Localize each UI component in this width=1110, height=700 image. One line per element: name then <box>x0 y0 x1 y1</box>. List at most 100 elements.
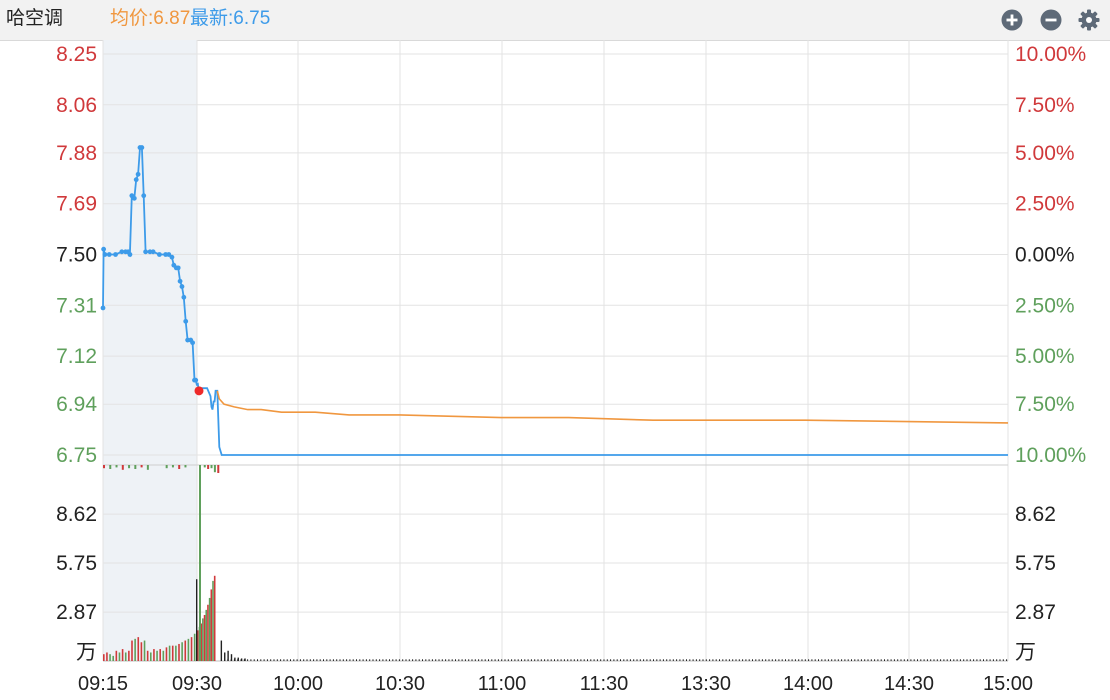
volume-bar <box>362 659 364 661</box>
volume-bar <box>973 659 975 661</box>
volume-bar <box>115 650 118 661</box>
price-tick-label: 7.69 <box>56 193 97 216</box>
volume-bar <box>745 659 747 661</box>
volume-bar <box>966 659 968 661</box>
chart-header: 哈空调 均价:6.87 最新:6.75 <box>0 0 1110 41</box>
volume-bar <box>140 642 143 661</box>
volume-bar <box>210 589 213 661</box>
stock-name: 哈空调 <box>6 8 64 29</box>
minus-circle-icon[interactable] <box>1040 9 1062 31</box>
volume-bar <box>220 640 223 661</box>
volume-bar <box>227 659 229 661</box>
volume-bar <box>844 659 846 661</box>
volume-bar <box>692 659 694 661</box>
volume-bar <box>501 659 503 661</box>
volume-bar <box>996 659 998 661</box>
volume-bar <box>319 659 321 661</box>
volume-bar <box>468 659 470 661</box>
volume-bar <box>316 659 318 661</box>
volume-bar <box>382 659 384 661</box>
gear-icon[interactable] <box>1078 9 1100 31</box>
percent-tick-label: 7.50% <box>1015 393 1075 416</box>
volume-bar <box>162 650 165 661</box>
volume-bar <box>207 604 209 661</box>
volume-bar <box>441 659 443 661</box>
volume-bar <box>540 659 542 661</box>
volume-bar <box>461 659 463 661</box>
volume-bar <box>573 659 575 661</box>
flow-bar <box>207 465 210 469</box>
volume-bar <box>178 643 180 661</box>
volume-bar <box>422 659 423 661</box>
volume-bar <box>435 659 437 661</box>
volume-bar <box>834 659 836 661</box>
volume-bar <box>666 659 668 661</box>
volume-bar <box>550 659 552 661</box>
volume-tick-label: 2.87 <box>56 601 97 624</box>
volume-bar <box>547 659 549 661</box>
volume-bar <box>273 659 275 661</box>
time-tick-label: 13:30 <box>681 673 731 695</box>
price-point <box>166 252 172 257</box>
volume-bar <box>874 659 876 661</box>
volume-bar <box>389 659 390 661</box>
volume-bar <box>339 659 341 661</box>
volume-bar <box>722 659 724 661</box>
volume-bar <box>794 659 796 661</box>
volume-bar <box>143 640 146 661</box>
volume-bar <box>253 659 255 661</box>
volume-bar <box>474 659 476 661</box>
volume-bar <box>963 659 965 661</box>
price-point <box>150 249 156 255</box>
price-point <box>101 246 107 252</box>
volume-bar <box>616 659 618 661</box>
volume-bar <box>854 659 856 661</box>
price-point <box>177 278 183 284</box>
volume-bar <box>237 657 239 661</box>
volume-bar <box>851 659 852 661</box>
percent-tick-label: 0.00% <box>1015 244 1075 267</box>
volume-tick-label: 5.75 <box>1015 552 1056 575</box>
auction-shading <box>103 40 197 661</box>
volume-bar <box>527 659 529 661</box>
volume-bar <box>580 659 582 661</box>
volume-tick-label: 8.62 <box>56 503 97 526</box>
volume-bar <box>917 659 918 661</box>
volume-bar <box>458 659 460 661</box>
volume-bar <box>199 465 201 661</box>
flow-bar <box>178 465 181 469</box>
price-point <box>143 249 149 255</box>
volume-bar <box>375 659 377 661</box>
volume-bar <box>738 659 740 661</box>
volume-bar <box>398 659 400 661</box>
volume-bar <box>953 659 955 661</box>
time-tick-label: 09:15 <box>78 673 128 695</box>
volume-bar <box>768 659 770 661</box>
volume-bar <box>200 623 202 661</box>
volume-bar <box>887 659 889 661</box>
price-point <box>127 252 133 257</box>
volume-bar <box>791 659 793 661</box>
price-tick-label: 7.31 <box>56 294 97 317</box>
volume-bar <box>725 659 727 661</box>
volume-bar <box>481 659 483 661</box>
volume-bar <box>323 659 324 661</box>
plus-circle-icon[interactable] <box>1001 9 1023 31</box>
volume-bar <box>821 659 823 661</box>
volume-bar <box>629 659 631 661</box>
price-tick-label: 7.12 <box>56 345 97 368</box>
volume-bar <box>926 659 928 661</box>
volume-bar <box>112 655 114 661</box>
volume-bar <box>213 575 216 661</box>
volume-bar <box>989 659 991 661</box>
volume-bar <box>679 659 681 661</box>
volume-bar <box>933 659 935 661</box>
volume-bar <box>999 659 1001 661</box>
volume-bar <box>587 659 588 661</box>
volume-bar <box>412 659 414 661</box>
volume-bar <box>299 659 301 661</box>
volume-bar <box>623 659 625 661</box>
volume-bar <box>208 597 211 661</box>
volume-bar <box>134 638 136 661</box>
volume-bar <box>884 659 885 661</box>
